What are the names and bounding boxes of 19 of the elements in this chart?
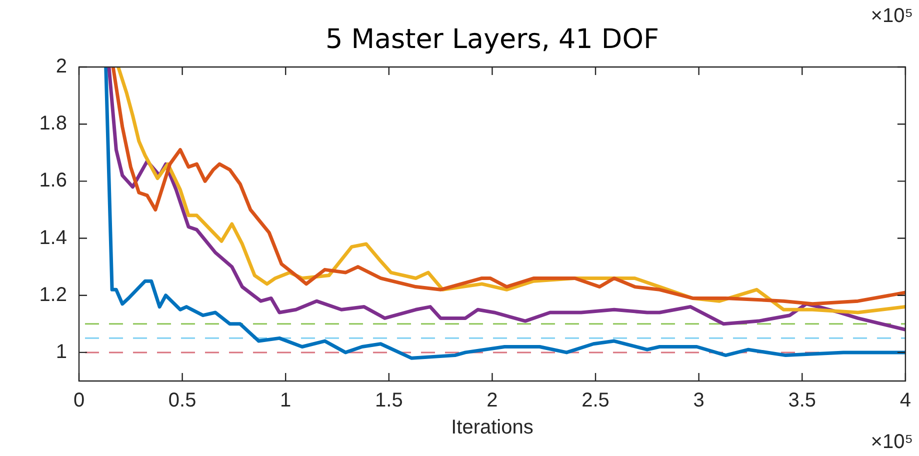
y-tick-label: 1.8	[39, 112, 67, 135]
text: ×10⁵	[870, 5, 913, 27]
x-tick-label: 2	[486, 390, 498, 412]
x-tick-label: 1	[280, 390, 292, 412]
x-tick-label: 0	[73, 390, 85, 412]
y-tick-label: 1.4	[39, 226, 67, 249]
chart-title: 5 Master Layers, 41 DOF	[325, 24, 660, 55]
y-tick-label: 1	[56, 340, 67, 363]
y-tick-label: 2	[56, 56, 67, 78]
x-axis-title: Iterations	[451, 416, 534, 439]
x-tick-label: 4	[900, 390, 911, 412]
x-tick-label: 3.5	[788, 390, 816, 412]
x-tick-label: 3	[693, 390, 704, 412]
text: ×10⁵	[870, 431, 913, 453]
y-tick-label: 1.6	[39, 170, 67, 192]
y-tick-label: 1.2	[39, 284, 67, 306]
x-tick-label: 1.5	[375, 390, 403, 412]
x-tick-label: 0.5	[168, 390, 196, 412]
x-tick-label: 2.5	[582, 390, 610, 412]
